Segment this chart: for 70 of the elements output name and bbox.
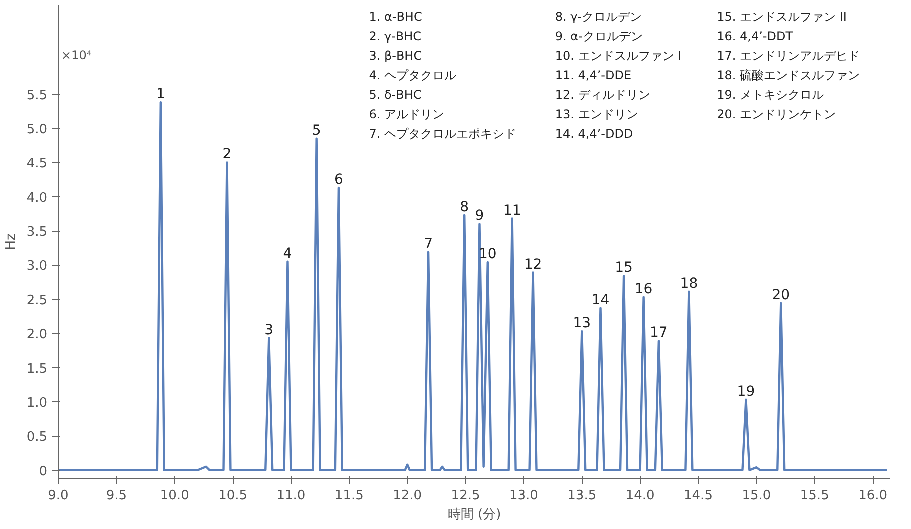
annotation: 14. 4,4’-DDD bbox=[555, 127, 634, 142]
x-tick-label: 14.5 bbox=[684, 488, 713, 504]
y-tick-label: 2.5 bbox=[26, 293, 48, 308]
y-tick-label: 5.0 bbox=[26, 122, 48, 138]
annotation: 12 bbox=[524, 256, 542, 273]
annotation: 7 bbox=[424, 236, 434, 252]
x-tick-label: 11.0 bbox=[276, 488, 306, 504]
y-tick-label: 1.0 bbox=[26, 396, 48, 411]
annotation: 4. ヘプタクロル bbox=[369, 68, 456, 83]
annotation: 1 bbox=[156, 86, 166, 103]
annotation: 11. 4,4’-DDE bbox=[555, 68, 632, 83]
y-tick-label: 2.0 bbox=[26, 328, 48, 343]
annotation: 3. β-BHC bbox=[369, 49, 422, 64]
annotation: 20 bbox=[772, 288, 790, 304]
x-tick-label: 9.5 bbox=[106, 488, 128, 504]
x-tick-label: 15.5 bbox=[800, 488, 830, 504]
x-tick-label: 15.0 bbox=[742, 488, 772, 504]
annotation: 17 bbox=[650, 325, 668, 342]
x-tick-label: 10.5 bbox=[218, 488, 248, 504]
x-tick-label: 13.0 bbox=[509, 488, 538, 504]
x-tick-label: 9.0 bbox=[48, 488, 69, 504]
x-tick-label: 13.5 bbox=[568, 488, 597, 504]
y-tick-label: 3.0 bbox=[26, 259, 48, 274]
annotation: 2 bbox=[222, 146, 232, 163]
annotation: 18. 硫酸エンドスルファン bbox=[717, 68, 860, 83]
annotation: 16. 4,4’-DDT bbox=[717, 30, 794, 44]
annotation: 6. アルドリン bbox=[369, 108, 444, 122]
annotation: 19 bbox=[737, 384, 756, 400]
annotation: 19. メトキシクロル bbox=[717, 88, 824, 102]
annotation: 14 bbox=[592, 292, 610, 308]
annotation: 5. δ-BHC bbox=[369, 88, 422, 102]
annotation: 10. エンドスルファン I bbox=[555, 49, 682, 64]
y-tick-label: 0.5 bbox=[26, 430, 48, 446]
x-tick-label: 14.0 bbox=[626, 488, 655, 504]
y-tick-label: 4.5 bbox=[26, 156, 48, 172]
y-tick-label: 0 bbox=[39, 464, 48, 480]
annotation: 16 bbox=[634, 281, 653, 298]
annotation: 2. γ-BHC bbox=[369, 30, 422, 44]
annotation: 9 bbox=[475, 208, 484, 224]
y-axis-title: Hz bbox=[4, 234, 19, 250]
x-tick-label: 16.0 bbox=[858, 488, 888, 504]
annotation: 13. エンドリン bbox=[555, 108, 638, 122]
annotation: 6 bbox=[334, 172, 344, 188]
annotation: 18 bbox=[680, 276, 698, 292]
annotation: ×10⁴ bbox=[62, 48, 92, 62]
annotation: 4 bbox=[283, 246, 292, 262]
annotation: 17. エンドリンアルデヒド bbox=[717, 49, 860, 64]
y-tick-label: 1.5 bbox=[26, 362, 48, 377]
annotation: 12. ディルドリン bbox=[555, 88, 650, 102]
y-tick-label: 5.5 bbox=[26, 88, 48, 104]
annotation: 1. α-BHC bbox=[369, 10, 422, 24]
annotation: 9. α-クロルデン bbox=[555, 30, 643, 44]
x-tick-label: 10.0 bbox=[160, 488, 190, 504]
annotation: 3 bbox=[264, 322, 274, 338]
x-tick-label: 11.5 bbox=[334, 488, 364, 504]
annotation: 15 bbox=[615, 260, 633, 276]
annotation: 5 bbox=[312, 122, 322, 139]
annotation: 7. ヘプタクロルエポキシド bbox=[369, 127, 516, 142]
annotation: 11 bbox=[503, 202, 522, 219]
annotation: 20. エンドリンケトン bbox=[717, 108, 836, 122]
line-series bbox=[58, 101, 888, 472]
x-axis-title: 時間 (分) bbox=[448, 508, 502, 522]
annotation: 8 bbox=[460, 199, 470, 216]
annotation: 13 bbox=[573, 316, 592, 332]
annotation: 15. エンドスルファン II bbox=[717, 10, 847, 24]
y-tick-label: 4.0 bbox=[26, 190, 48, 206]
x-tick-label: 12.0 bbox=[393, 488, 422, 504]
y-tick-label: 3.5 bbox=[26, 225, 48, 240]
x-tick-label: 12.5 bbox=[451, 488, 480, 504]
annotation: 8. γ-クロルデン bbox=[555, 10, 642, 24]
